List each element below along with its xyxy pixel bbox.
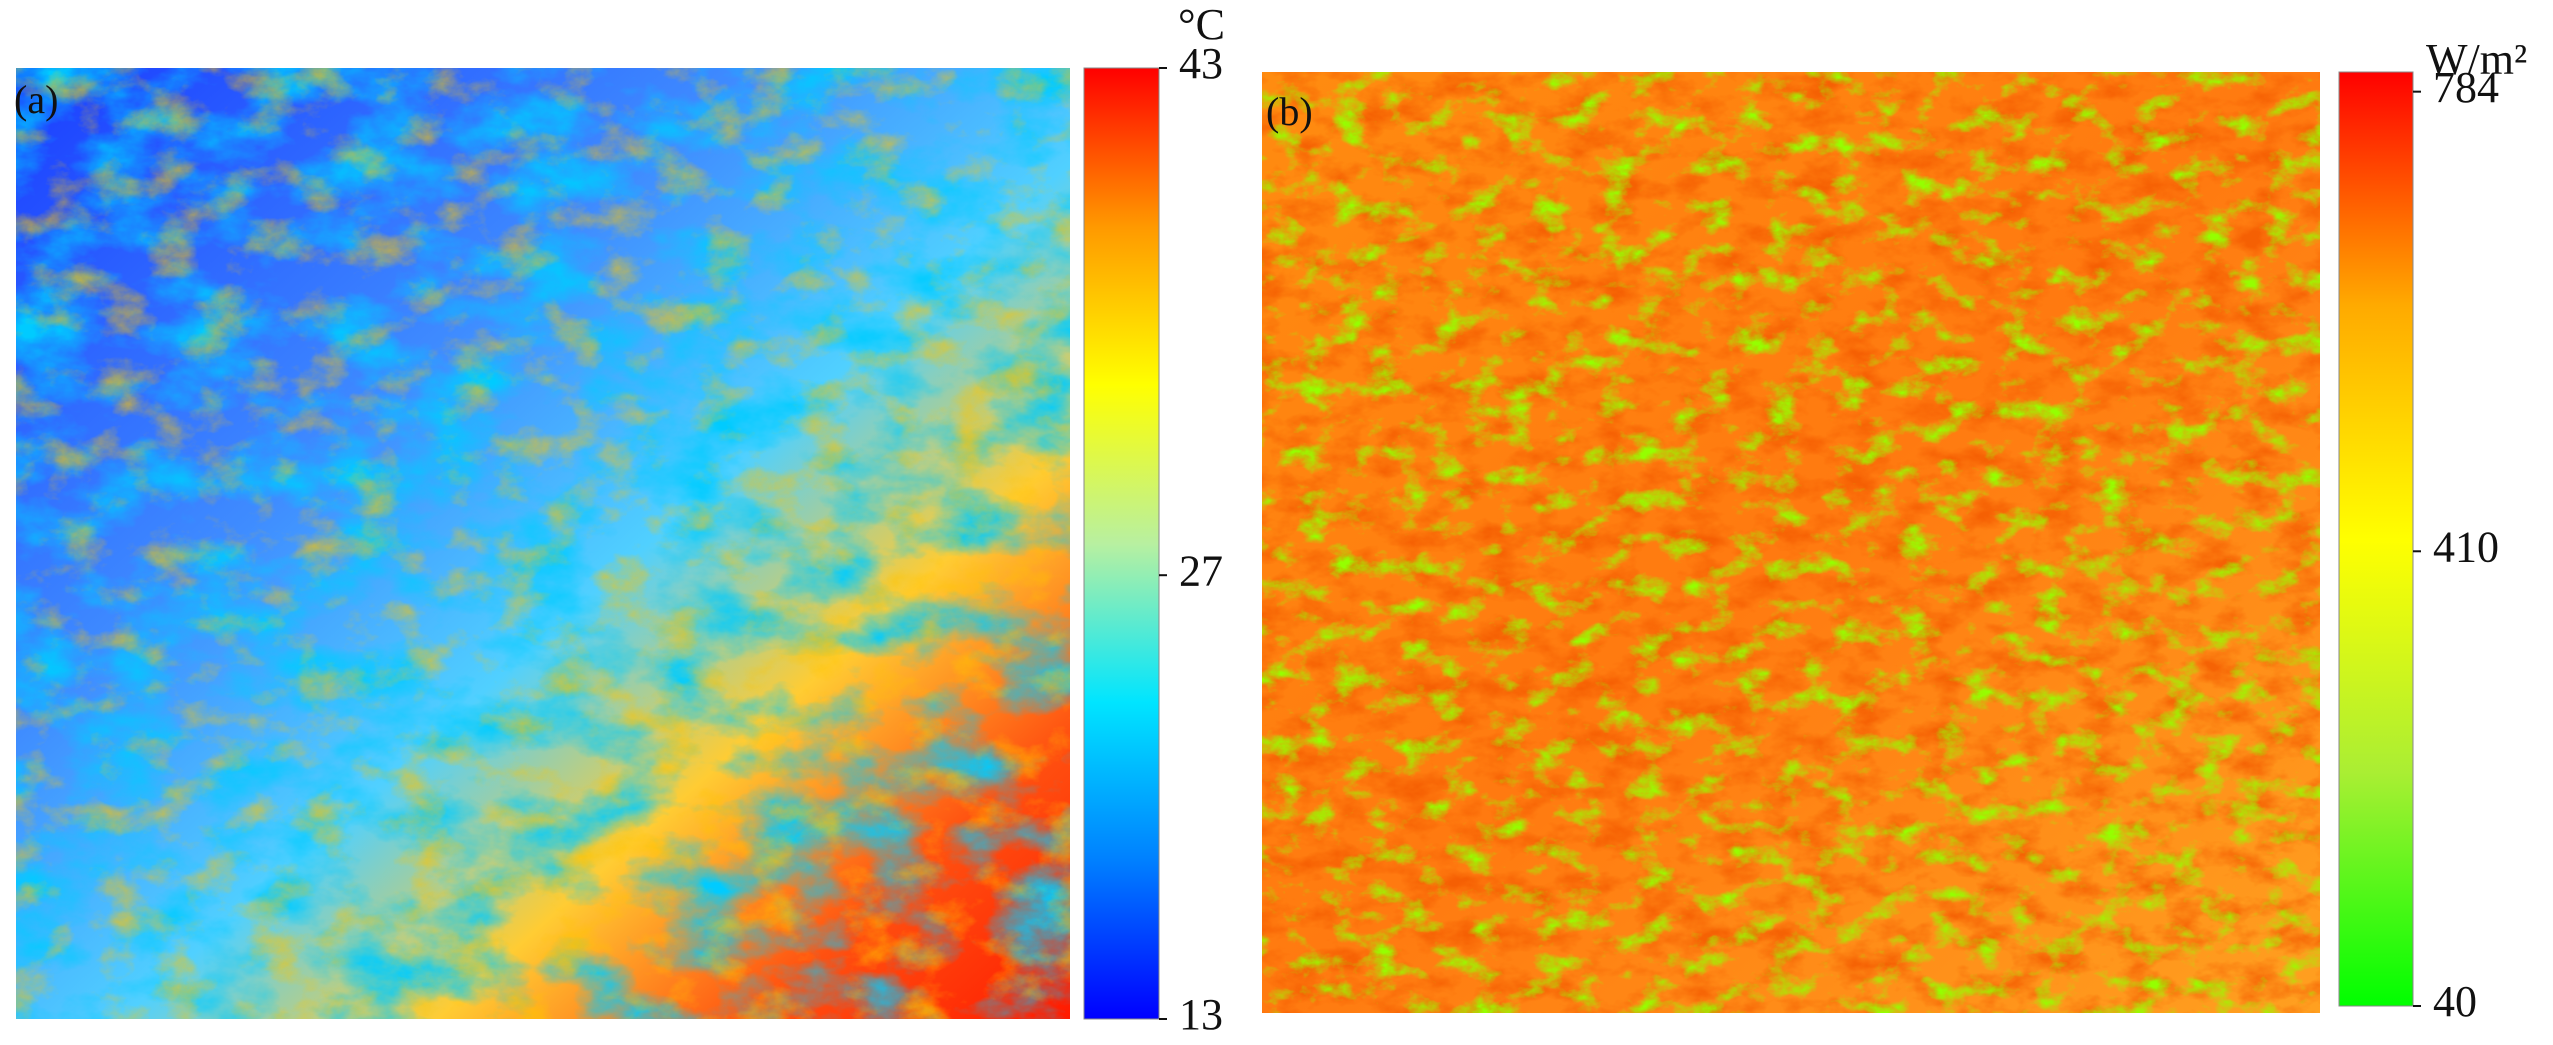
colorbar-tick-label: 27	[1179, 546, 1223, 595]
colorbar-tick-label: 40	[2433, 977, 2477, 1026]
unit-label: °C	[1178, 0, 1225, 49]
unit-label: W/m²	[2426, 35, 2527, 84]
colorbar	[1083, 67, 1160, 1020]
panel-label: (a)	[14, 77, 58, 122]
panel-label: (b)	[1266, 89, 1313, 134]
colorbar	[2338, 71, 2414, 1007]
colorbar-tick-label: 410	[2433, 522, 2499, 571]
map-a	[16, 68, 1070, 1019]
colorbar-tick-label: 43	[1179, 39, 1223, 88]
colorbar-tick-label: 13	[1179, 990, 1223, 1039]
colorbar-tick-label: 784	[2433, 63, 2499, 112]
raster-texture	[1262, 72, 2320, 1013]
map-b	[1262, 72, 2320, 1013]
raster-texture	[16, 68, 1070, 1019]
